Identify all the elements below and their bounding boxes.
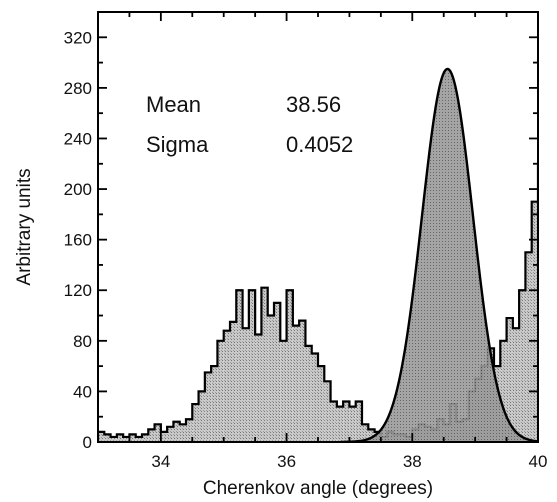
histogram-bar (362, 424, 369, 442)
histogram-bar (236, 290, 243, 442)
y-tick-label: 80 (73, 332, 92, 351)
y-tick-label: 200 (64, 180, 92, 199)
histogram-bar (230, 321, 237, 442)
histogram-bar (525, 252, 532, 442)
histogram-bar (148, 429, 155, 442)
histogram-bar (110, 436, 117, 442)
histogram-bar (198, 391, 205, 442)
histogram-bar (531, 201, 538, 442)
histogram-bar (255, 334, 262, 442)
y-axis-title: Arbitrary units (14, 168, 35, 285)
histogram-bar (142, 434, 149, 442)
histogram-bar (223, 330, 230, 442)
histogram-bar (318, 366, 325, 442)
y-tick-label: 240 (64, 129, 92, 148)
x-tick-label: 36 (277, 452, 296, 471)
histogram-bar (248, 290, 256, 442)
y-axis: 0 40 80 120 160 200 240 280 320 (64, 28, 538, 452)
histogram-bar (204, 372, 212, 442)
histogram-bar (305, 345, 312, 442)
histogram-bar (274, 302, 281, 442)
x-axis: 34 36 38 40 (97, 12, 548, 471)
histogram-bar (242, 328, 249, 442)
histogram-bar (299, 320, 306, 442)
histogram-bar (211, 366, 218, 442)
histogram-bar (186, 419, 193, 442)
histogram-bar (368, 429, 375, 442)
stat-sigma-label: Sigma (146, 132, 209, 157)
x-tick-label: 40 (529, 452, 548, 471)
x-tick-label: 38 (403, 452, 422, 471)
stat-mean-label: Mean (146, 92, 201, 117)
y-tick-label: 0 (83, 433, 92, 452)
y-tick-label: 40 (73, 382, 92, 401)
histogram-bar (292, 325, 300, 442)
gaussian-fit (340, 67, 538, 442)
x-axis-title: Cherenkov angle (degrees) (203, 478, 433, 499)
histogram-bar (324, 381, 331, 442)
y-tick-label: 280 (64, 79, 92, 98)
stats-box: Mean 38.56 Sigma 0.4052 (146, 92, 353, 157)
y-tick-label: 120 (64, 281, 92, 300)
histogram-bar (123, 436, 130, 442)
histogram-bar (261, 287, 268, 442)
x-tick-label: 34 (151, 452, 170, 471)
histogram-bar (135, 436, 142, 442)
histogram-bar (349, 406, 356, 442)
histogram-bar (519, 290, 526, 442)
histogram-bar (129, 434, 136, 442)
histogram-bar (154, 424, 161, 442)
histogram-bar (355, 401, 362, 442)
histogram-bar (104, 434, 111, 442)
histogram-bar (217, 340, 224, 442)
histogram-bar (343, 401, 350, 442)
stat-sigma-value: 0.4052 (286, 132, 353, 157)
histogram-bar (116, 434, 124, 442)
histogram-bar (179, 424, 186, 442)
fit-curve (340, 67, 538, 442)
stat-mean-value: 38.56 (286, 92, 341, 117)
histogram-bar (267, 315, 274, 442)
histogram-bar (286, 290, 293, 442)
histogram-bar (336, 406, 344, 442)
histogram-bar (330, 401, 337, 442)
y-tick-label: 320 (64, 28, 92, 47)
histogram-bar (311, 353, 318, 442)
histogram-bar (173, 421, 180, 442)
histogram-bar (512, 328, 520, 442)
y-tick-label: 160 (64, 231, 92, 250)
histogram-bar (167, 426, 174, 442)
histogram-bar (280, 340, 287, 442)
histogram-bar (192, 404, 199, 442)
fit-area (340, 68, 538, 442)
histogram-bar (506, 318, 513, 442)
histogram-bar (98, 431, 105, 442)
histogram-bar (500, 340, 507, 442)
histogram-bar (160, 431, 168, 442)
